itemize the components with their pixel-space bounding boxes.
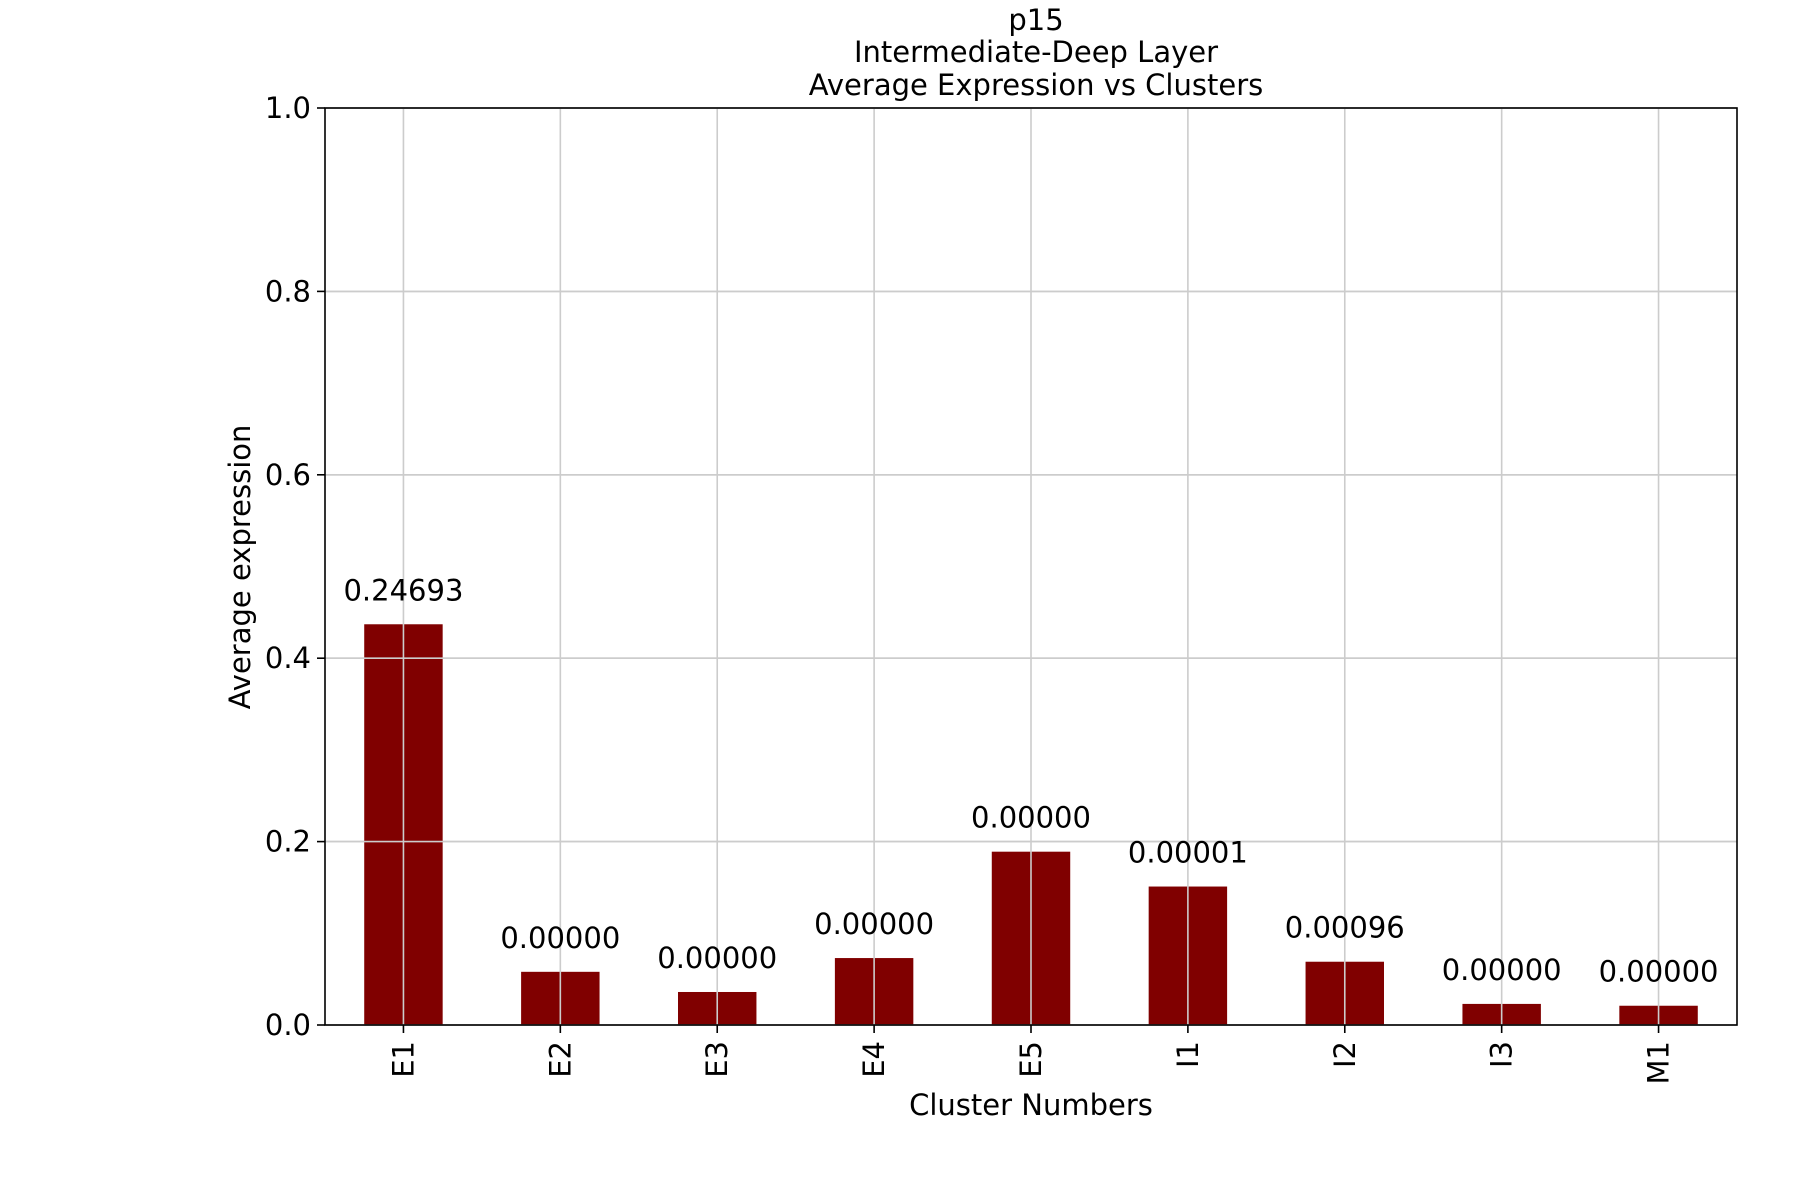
x-tick-label-I3: I3 [1485, 1041, 1519, 1068]
x-tick-label-I1: I1 [1171, 1041, 1205, 1068]
x-tick-label-E4: E4 [857, 1041, 891, 1078]
data-label-E4: 0.00000 [814, 907, 934, 941]
data-label-E5: 0.00000 [971, 801, 1091, 835]
data-label-I1: 0.00001 [1128, 836, 1248, 870]
chart-title-line-1: p15 [1008, 3, 1063, 37]
vertical-grid-lines [325, 107, 1737, 1026]
y-axis-ticks: 0.0 0.2 0.4 0.6 0.8 1.0 [265, 91, 325, 1042]
x-tick-label-E3: E3 [700, 1041, 734, 1078]
x-tick-label-E1: E1 [386, 1041, 420, 1078]
y-tick-label: 1.0 [265, 91, 311, 125]
x-axis-ticks: E1 E2 E3 E4 E5 I1 I2 I3 M1 [386, 1025, 1676, 1084]
y-tick-label: 0.4 [265, 641, 311, 675]
data-label-E1: 0.24693 [343, 573, 463, 607]
data-label-E3: 0.00000 [657, 941, 777, 975]
data-label-M1: 0.00000 [1599, 955, 1719, 989]
y-tick-label: 0.2 [265, 825, 311, 859]
x-tick-label-M1: M1 [1642, 1041, 1676, 1084]
data-label-I2: 0.00096 [1285, 911, 1405, 945]
chart-title-line-2: Intermediate-Deep Layer [854, 35, 1218, 69]
x-tick-label-E5: E5 [1014, 1041, 1048, 1078]
data-labels: 0.24693 0.00000 0.00000 0.00000 0.00000 0.000… [343, 573, 1718, 988]
x-tick-label-I2: I2 [1328, 1041, 1362, 1068]
y-tick-label: 0.6 [265, 458, 311, 492]
chart-title: p15 Intermediate-Deep Layer Average Expr… [809, 3, 1263, 102]
chart-title-line-3: Average Expression vs Clusters [809, 68, 1263, 102]
x-tick-label-E2: E2 [543, 1041, 577, 1078]
x-axis-label: Cluster Numbers [909, 1088, 1153, 1122]
data-label-I3: 0.00000 [1442, 953, 1562, 987]
y-tick-label: 0.8 [265, 274, 311, 308]
data-label-E2: 0.00000 [500, 921, 620, 955]
y-tick-label: 0.0 [265, 1008, 311, 1042]
y-axis-label: Average expression [223, 425, 257, 710]
